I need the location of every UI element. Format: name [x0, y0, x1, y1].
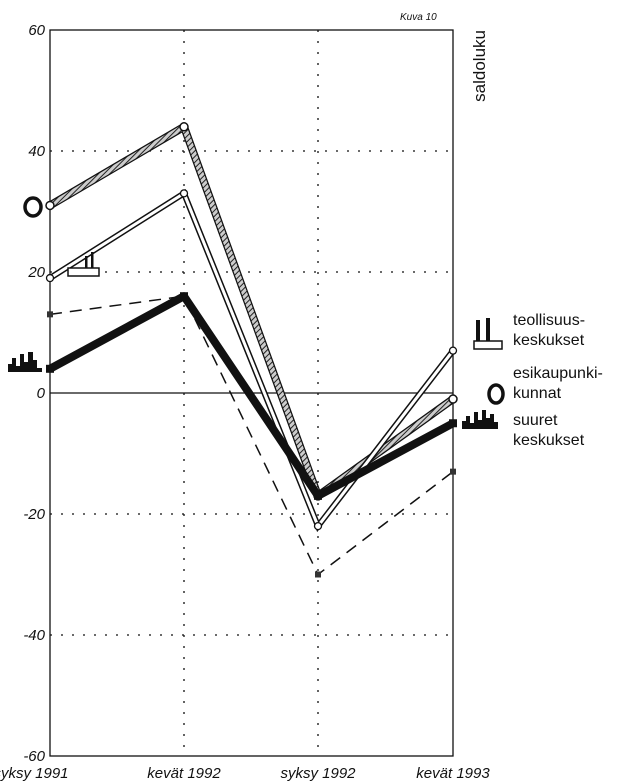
- x-tick-label: kevät 1993: [416, 765, 490, 782]
- x-tick-label: syksy 1991: [0, 765, 69, 782]
- series-suuret-keskukset: [46, 292, 457, 500]
- y-axis-label: saldoluku: [470, 30, 489, 102]
- series-line: [49, 295, 454, 576]
- legend-label: keskukset: [513, 432, 585, 449]
- series-teollisuus-keskukset: [45, 188, 458, 533]
- y-tick-label: 0: [37, 385, 46, 402]
- legend-label: keskukset: [513, 332, 585, 349]
- x-tick-label: syksy 1992: [280, 765, 356, 782]
- data-point: [46, 364, 54, 373]
- x-tick-label: kevät 1992: [147, 765, 221, 782]
- ring-icon: [23, 196, 43, 218]
- y-tick-label: -20: [23, 506, 45, 523]
- data-point: [314, 491, 322, 500]
- data-point: [449, 419, 457, 428]
- city-skyline-icon: [462, 410, 498, 429]
- legend-label: kunnat: [513, 385, 562, 402]
- data-point: [448, 346, 458, 355]
- series-line: [48, 124, 455, 499]
- series-esikaupunki-kunnat: [45, 122, 458, 501]
- y-tick-label: -40: [23, 627, 45, 644]
- legend: teollisuus-keskukset esikaupunki-kunnat su…: [513, 312, 603, 449]
- data-point: [180, 292, 188, 301]
- legend-label: esikaupunki-: [513, 365, 603, 382]
- y-tick-label: -60: [23, 748, 45, 765]
- ring-icon: [487, 383, 505, 405]
- data-point: [45, 273, 55, 283]
- figure-label: Kuva 10: [400, 12, 437, 23]
- legend-label: teollisuus-: [513, 312, 585, 329]
- x-axis-ticks: syksy 1991 kevät 1992 syksy 1992 kevät 1993: [0, 765, 490, 782]
- data-point: [45, 200, 55, 211]
- y-tick-label: 20: [27, 264, 45, 281]
- factory-icon: [67, 252, 100, 277]
- series-line: [48, 292, 455, 500]
- data-point: [179, 189, 189, 198]
- data-point: [315, 571, 321, 578]
- city-skyline-icon: [8, 352, 42, 372]
- series-group: [45, 122, 458, 578]
- data-point: [179, 122, 189, 132]
- series-line: [49, 191, 455, 530]
- grid-lines: [50, 30, 453, 756]
- data-point: [448, 394, 458, 404]
- y-tick-label: 60: [28, 22, 45, 39]
- data-point: [47, 311, 53, 318]
- data-point: [313, 521, 323, 531]
- y-axis-ticks: 60 40 20 0 -20 -40 -60: [23, 22, 45, 765]
- legend-label: suuret: [513, 412, 558, 429]
- factory-icon: [473, 318, 503, 350]
- y-tick-label: 40: [28, 143, 45, 160]
- data-point: [450, 468, 456, 475]
